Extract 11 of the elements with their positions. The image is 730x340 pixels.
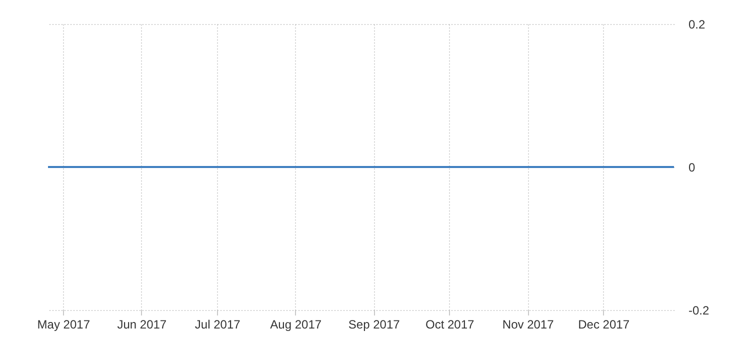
x-tick-label: Nov 2017 (502, 318, 554, 332)
x-tick-label: Jul 2017 (194, 318, 241, 332)
y-tick-label: 0 (688, 160, 696, 174)
x-tick-label: Oct 2017 (425, 318, 475, 332)
x-tick-label: Jun 2017 (117, 318, 167, 332)
y-tick-label: 0.2 (688, 18, 706, 32)
x-tick-label: Aug 2017 (270, 318, 322, 332)
x-tick-label: May 2017 (37, 318, 90, 332)
x-tick-label: Dec 2017 (578, 318, 630, 332)
x-tick-label: Sep 2017 (348, 318, 400, 332)
y-tick-label: -0.2 (688, 304, 710, 318)
